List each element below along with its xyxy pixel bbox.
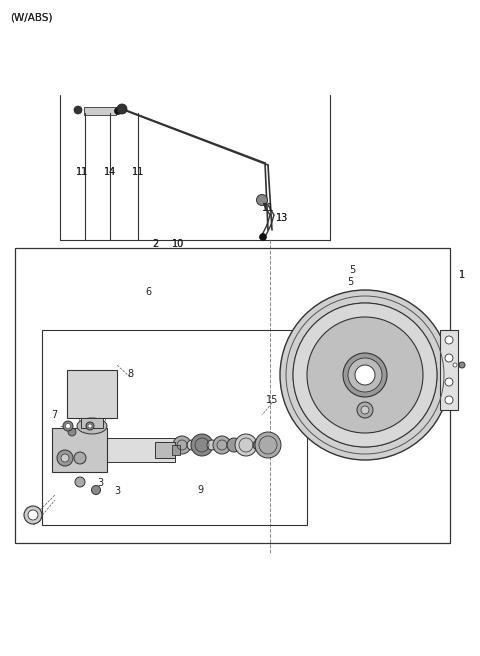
Bar	[172, 445, 180, 455]
Circle shape	[453, 363, 457, 367]
Circle shape	[75, 477, 85, 487]
Ellipse shape	[77, 418, 107, 434]
Circle shape	[173, 436, 191, 454]
Bar	[440, 330, 458, 410]
Circle shape	[256, 194, 267, 205]
Text: 9: 9	[197, 485, 203, 495]
Circle shape	[459, 362, 465, 368]
Circle shape	[213, 436, 231, 454]
Text: 8: 8	[127, 369, 133, 379]
Circle shape	[115, 108, 121, 115]
Circle shape	[235, 434, 257, 456]
Text: 14: 14	[104, 167, 116, 177]
Text: 1: 1	[459, 270, 465, 280]
Bar	[42, 330, 307, 525]
Text: 15: 15	[266, 395, 278, 405]
Circle shape	[74, 452, 86, 464]
Circle shape	[253, 440, 263, 450]
Circle shape	[191, 434, 213, 456]
Text: 10: 10	[172, 239, 184, 249]
Bar	[15, 248, 450, 543]
Text: 5: 5	[349, 265, 355, 275]
Circle shape	[86, 422, 94, 430]
Circle shape	[227, 438, 241, 452]
Circle shape	[445, 378, 453, 386]
Circle shape	[63, 421, 73, 431]
Text: 11: 11	[262, 203, 274, 213]
Circle shape	[307, 317, 423, 433]
Circle shape	[255, 432, 281, 458]
Text: 11: 11	[76, 167, 88, 177]
Circle shape	[451, 361, 459, 369]
Circle shape	[68, 428, 76, 436]
Text: 2: 2	[152, 239, 158, 249]
Text: 13: 13	[276, 213, 288, 223]
Text: 11: 11	[132, 167, 144, 177]
Bar	[84, 107, 116, 115]
Circle shape	[88, 424, 92, 428]
Circle shape	[57, 450, 73, 466]
Text: 5: 5	[347, 277, 353, 287]
Circle shape	[445, 396, 453, 404]
Circle shape	[355, 365, 375, 385]
Text: 14: 14	[104, 167, 116, 177]
Text: 11: 11	[76, 167, 88, 177]
Text: 11: 11	[262, 203, 274, 213]
Circle shape	[348, 358, 382, 392]
Bar	[155, 442, 175, 458]
Circle shape	[445, 336, 453, 344]
Text: (W/ABS): (W/ABS)	[10, 13, 52, 23]
Circle shape	[61, 454, 69, 462]
Circle shape	[280, 290, 450, 460]
Bar	[52, 428, 107, 472]
Text: 13: 13	[276, 213, 288, 223]
Text: 4: 4	[30, 517, 36, 527]
Circle shape	[74, 106, 82, 114]
Circle shape	[117, 104, 127, 114]
Text: 7: 7	[51, 410, 57, 420]
Circle shape	[357, 402, 373, 418]
Text: 1: 1	[459, 270, 465, 280]
Text: 10: 10	[172, 239, 184, 249]
Text: (W/ABS): (W/ABS)	[10, 13, 52, 23]
Text: 3: 3	[114, 486, 120, 496]
Bar	[67, 370, 117, 418]
Circle shape	[65, 424, 71, 428]
Circle shape	[361, 406, 369, 414]
Bar	[81, 418, 103, 428]
Circle shape	[293, 303, 437, 447]
Circle shape	[343, 353, 387, 397]
Text: 7: 7	[91, 408, 97, 418]
Circle shape	[24, 506, 42, 524]
Circle shape	[92, 485, 100, 495]
Text: 2: 2	[152, 239, 158, 249]
Bar	[107, 438, 175, 462]
Text: 3: 3	[97, 478, 103, 488]
Circle shape	[187, 440, 197, 450]
Text: 6: 6	[145, 287, 151, 297]
Circle shape	[445, 354, 453, 362]
Circle shape	[293, 303, 437, 447]
Circle shape	[207, 440, 217, 450]
Circle shape	[28, 510, 38, 520]
Circle shape	[260, 234, 266, 241]
Text: 11: 11	[132, 167, 144, 177]
